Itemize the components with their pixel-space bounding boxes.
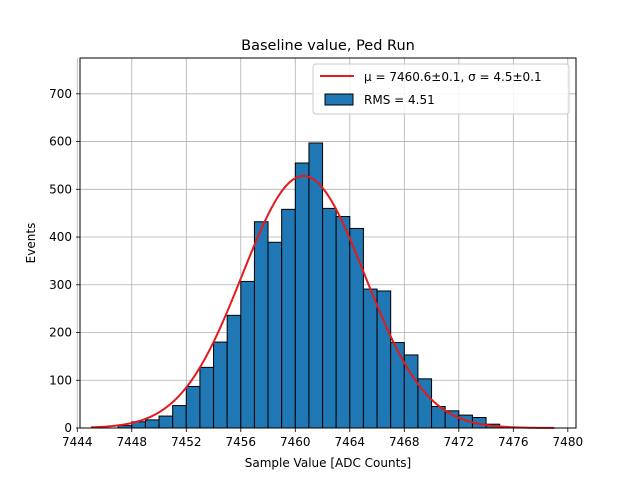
gaussian-fit-curve xyxy=(90,174,555,429)
y-tick-label: 400 xyxy=(49,230,72,244)
x-tick-label: 7472 xyxy=(444,435,475,449)
x-tick-label: 7464 xyxy=(335,435,366,449)
histogram-bar xyxy=(172,405,187,429)
legend-histogram-swatch xyxy=(324,93,354,106)
histogram-bar xyxy=(335,216,351,429)
legend: μ = 7460.6±0.1, σ = 4.5±0.1 RMS = 4.51 xyxy=(312,63,570,115)
histogram-bar xyxy=(213,341,228,429)
x-tick-label: 7444 xyxy=(62,435,93,449)
legend-histogram-label: RMS = 4.51 xyxy=(364,93,435,107)
y-axis-label: Events xyxy=(24,223,38,264)
histogram-bar xyxy=(349,227,364,429)
x-tick-label: 7448 xyxy=(117,435,148,449)
histogram-bar xyxy=(322,207,337,429)
legend-fit-label: μ = 7460.6±0.1, σ = 4.5±0.1 xyxy=(364,70,542,84)
histogram-bar xyxy=(226,314,242,429)
chart-title: Baseline value, Ped Run xyxy=(241,38,415,54)
fit-curve-group xyxy=(90,174,555,429)
plot-frame xyxy=(79,57,577,429)
histogram-bar xyxy=(253,221,269,429)
histogram-bar xyxy=(281,208,296,429)
x-tick-label: 7452 xyxy=(171,435,202,449)
histogram-bar xyxy=(267,241,283,429)
x-tick-label: 7480 xyxy=(553,435,584,449)
y-tick-label: 300 xyxy=(49,278,72,292)
histogram-bar xyxy=(199,366,215,429)
y-tick-label: 500 xyxy=(49,182,72,196)
legend-box xyxy=(312,63,570,115)
y-tick-label: 200 xyxy=(49,326,72,340)
y-tick-label: 100 xyxy=(49,373,72,387)
x-tick-label: 7468 xyxy=(389,435,420,449)
histogram-bars xyxy=(117,142,501,429)
y-tick-label: 600 xyxy=(49,135,72,149)
x-tick-label: 7476 xyxy=(498,435,529,449)
x-axis-ticks: 7444 7448 7452 7456 7460 7464 7468 7472 7476 7480 xyxy=(62,428,583,449)
histogram-bar xyxy=(185,385,201,429)
y-tick-label: 700 xyxy=(49,87,72,101)
y-axis-ticks: 0 100 200 300 400 500 600 700 xyxy=(49,87,80,435)
x-tick-label: 7456 xyxy=(226,435,257,449)
y-tick-label: 0 xyxy=(64,421,72,435)
histogram-bar xyxy=(240,280,255,429)
histogram-bar xyxy=(144,419,160,429)
histogram-bar xyxy=(390,342,405,429)
x-axis-label: Sample Value [ADC Counts] xyxy=(245,456,411,470)
histogram-bar xyxy=(444,410,460,429)
histogram-bar xyxy=(294,162,310,429)
histogram-bar xyxy=(158,415,174,429)
histogram-bar xyxy=(362,288,378,429)
x-tick-label: 7460 xyxy=(280,435,311,449)
